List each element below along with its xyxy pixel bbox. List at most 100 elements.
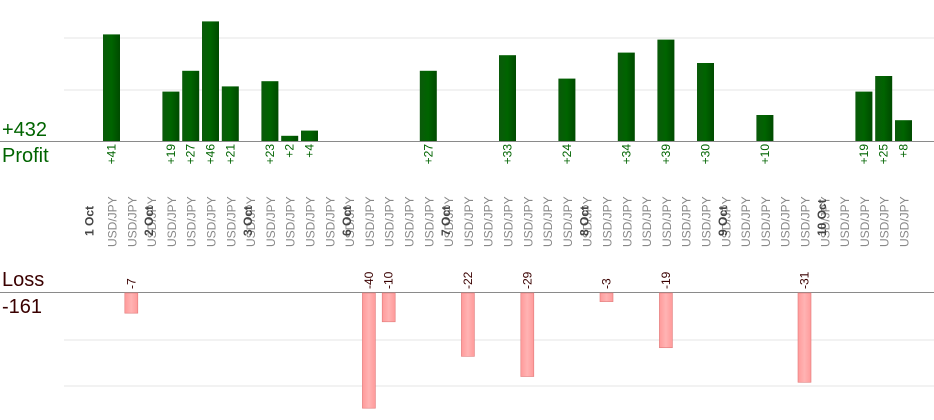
profit-bar — [202, 21, 219, 141]
profit-value-label: +41 — [105, 144, 119, 165]
category-label: USD/JPY — [224, 196, 238, 247]
category-label: USD/JPY — [739, 196, 753, 247]
profit-bar — [261, 81, 279, 141]
day-label: 10 Oct — [815, 199, 829, 236]
day-label: 8 Oct — [578, 206, 592, 236]
profit-bar — [499, 55, 516, 142]
category-label: USD/JPY — [383, 196, 397, 247]
loss-value-label: -31 — [798, 271, 812, 289]
profit-bar — [301, 130, 318, 141]
profit-bar — [182, 70, 200, 141]
profit-value-label: +34 — [619, 144, 633, 165]
profit-value-label: +30 — [699, 144, 713, 165]
profit-value-label: +4 — [303, 144, 317, 158]
loss-value-label: -3 — [600, 278, 614, 289]
category-label: USD/JPY — [898, 196, 912, 247]
loss-bar — [381, 292, 396, 323]
category-label: USD/JPY — [680, 196, 694, 247]
category-label: USD/JPY — [422, 196, 436, 247]
day-label: 7 Oct — [439, 206, 453, 236]
category-label: USD/JPY — [442, 196, 456, 247]
loss-bar — [599, 292, 614, 302]
category-label: USD/JPY — [719, 196, 733, 247]
category-label: USD/JPY — [660, 196, 674, 247]
loss-value-label: -29 — [520, 271, 534, 289]
day-label: 6 Oct — [340, 206, 354, 236]
profit-value-label: +10 — [758, 144, 772, 165]
category-label: USD/JPY — [145, 196, 159, 247]
category-label: USD/JPY — [462, 196, 476, 247]
profit-bar — [281, 135, 299, 141]
category-label: USD/JPY — [363, 196, 377, 247]
profit-bar — [697, 63, 714, 141]
category-label: USD/JPY — [264, 196, 278, 247]
category-label: USD/JPY — [205, 196, 219, 247]
profit-value-label: +8 — [897, 144, 911, 158]
category-label: USD/JPY — [304, 196, 318, 247]
profit-bar — [419, 70, 437, 141]
category-label: USD/JPY — [284, 196, 298, 247]
profit-value-label: +27 — [421, 144, 435, 165]
profit-value-label: +19 — [164, 144, 178, 165]
x-axis-labels: USD/JPY USD/JPY USD/JPY USD/JPY USD/JPY USD/J… — [83, 196, 912, 247]
profit-label: Profit — [2, 145, 49, 167]
category-label: USD/JPY — [185, 196, 199, 247]
category-label: USD/JPY — [482, 196, 496, 247]
category-label: USD/JPY — [818, 196, 832, 247]
category-label: USD/JPY — [581, 196, 595, 247]
profit-bars: +41 +19 +27 +46 +21 +23 +2 +4 +27 +33 +24 +34 +39 +30… — [103, 21, 912, 164]
loss-total: -161 — [2, 296, 43, 318]
profit-value-label: +19 — [857, 144, 871, 165]
category-label: USD/JPY — [640, 196, 654, 247]
loss-bar — [797, 292, 812, 383]
profit-value-label: +27 — [184, 144, 198, 165]
category-label: USD/JPY — [521, 196, 535, 247]
profit-value-label: +39 — [659, 144, 673, 165]
profit-value-label: +46 — [204, 144, 218, 165]
category-label: USD/JPY — [700, 196, 714, 247]
category-label: USD/JPY — [779, 196, 793, 247]
profit-value-label: +25 — [877, 144, 891, 165]
category-label: USD/JPY — [799, 196, 813, 247]
profit-bar — [756, 115, 774, 141]
day-label: 3 Oct — [241, 206, 255, 236]
category-label: USD/JPY — [403, 196, 417, 247]
profit-bar — [103, 34, 120, 141]
loss-label: Loss — [2, 269, 45, 291]
profit-bar — [895, 120, 912, 141]
category-label: USD/JPY — [502, 196, 516, 247]
category-label: USD/JPY — [878, 196, 892, 247]
profit-bar — [875, 76, 893, 141]
profit-total: +432 — [2, 119, 48, 141]
category-label: USD/JPY — [838, 196, 852, 247]
profit-bar — [657, 39, 675, 141]
loss-bar — [461, 292, 475, 357]
profit-value-label: +21 — [223, 144, 237, 165]
axis-lines — [0, 141, 934, 293]
profit-bar — [162, 91, 180, 141]
profit-value-label: +24 — [560, 144, 574, 165]
loss-bar — [520, 292, 535, 377]
category-label: USD/JPY — [561, 196, 575, 247]
profit-value-label: +2 — [283, 144, 297, 158]
loss-bars: -7 -40 -10 -22 -29 -3 -19 -31 — [124, 271, 812, 409]
category-label: USD/JPY — [343, 196, 357, 247]
category-label: USD/JPY — [323, 196, 337, 247]
loss-bar — [659, 292, 673, 349]
profit-bar — [617, 52, 635, 141]
category-label: USD/JPY — [106, 196, 120, 247]
loss-value-label: -19 — [659, 271, 673, 289]
profit-bar — [855, 91, 873, 141]
day-label: 2 Oct — [142, 206, 156, 236]
loss-bar — [124, 292, 139, 314]
loss-value-label: -22 — [461, 271, 475, 289]
profit-bar — [558, 78, 576, 141]
loss-bar — [362, 292, 376, 409]
profit-bar — [221, 86, 239, 141]
category-label: USD/JPY — [165, 196, 179, 247]
category-label: USD/JPY — [620, 196, 634, 247]
day-label: 9 Oct — [716, 206, 730, 236]
category-label: USD/JPY — [759, 196, 773, 247]
loss-value-label: -40 — [362, 271, 376, 289]
